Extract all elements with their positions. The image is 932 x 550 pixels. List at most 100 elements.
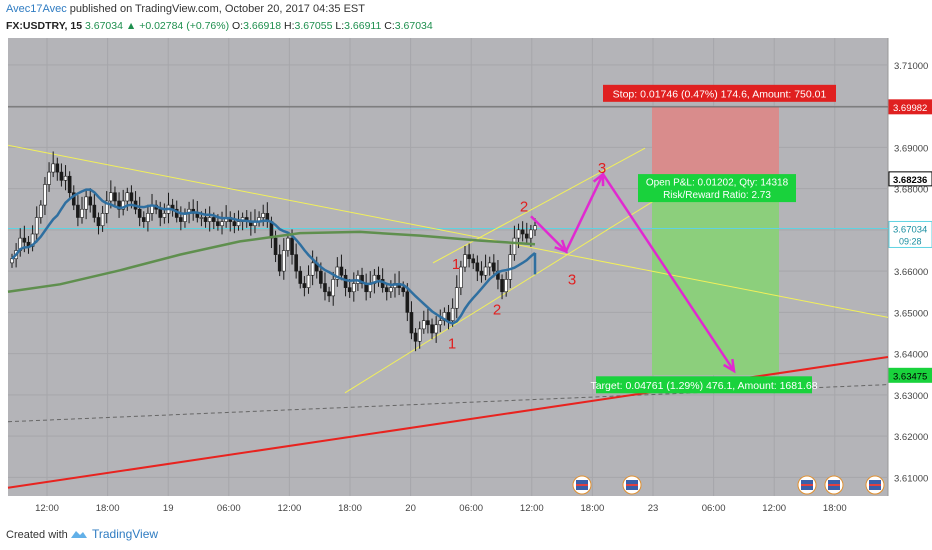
candle-body <box>67 175 72 194</box>
candle-body <box>261 213 266 218</box>
price-marker-label: 3.63475 <box>893 371 927 382</box>
candle-body <box>323 283 327 293</box>
candle-body <box>220 221 224 227</box>
symbol-label[interactable]: FX:USDTRY, 15 <box>6 20 83 32</box>
y-tick-label: 3.64000 <box>894 350 928 361</box>
candle-body <box>360 274 364 284</box>
price-marker: 3.63475 <box>888 367 932 383</box>
candle-body <box>310 262 315 276</box>
candle-body <box>335 266 340 280</box>
candle-body <box>22 237 27 243</box>
x-tick-label: 12:00 <box>520 503 544 514</box>
brand-label: TradingView <box>92 527 159 541</box>
candle-body <box>281 250 286 272</box>
y-tick-label: 3.61000 <box>894 473 928 484</box>
up-arrow-icon: ▲ <box>125 20 137 32</box>
candle-body <box>520 229 525 235</box>
candle-body <box>475 262 480 272</box>
wave-label: 1 <box>452 256 460 273</box>
flag-stripe <box>869 484 881 486</box>
pl-label: Open P&L: 0.01202, Qty: 14318Risk/Reward… <box>638 174 796 203</box>
candle-body <box>352 283 356 293</box>
stop-label-bg <box>603 84 836 102</box>
candle-body <box>471 258 476 264</box>
high-value: 3.67055 <box>294 20 333 32</box>
candle-body <box>504 279 508 293</box>
candle-body <box>216 221 220 227</box>
candle-body <box>483 266 488 276</box>
candle-body <box>236 221 241 227</box>
candle-body <box>129 192 134 202</box>
economic-event-icon <box>622 475 642 495</box>
candle-body <box>146 213 150 222</box>
candle-body <box>71 192 76 206</box>
candle-body <box>450 307 455 321</box>
candle-body <box>319 270 323 284</box>
close-label: C: <box>384 20 395 32</box>
candle-body <box>55 163 60 173</box>
candle-body <box>141 217 146 222</box>
candle-body <box>207 217 212 222</box>
open-value: 3.66918 <box>243 20 282 32</box>
x-tick-label: 18:00 <box>338 503 362 514</box>
candle-body <box>384 287 389 293</box>
stop-zone <box>652 106 779 179</box>
economic-event-icon <box>797 475 817 495</box>
forecast-arrowhead-2 <box>592 171 605 187</box>
x-tick-label: 23 <box>648 503 659 514</box>
candle-body <box>109 192 113 202</box>
pl-label-bg <box>638 174 796 203</box>
candle-body <box>100 213 105 227</box>
price-marker-bg <box>888 367 932 383</box>
candle-body <box>413 332 418 342</box>
candle-body <box>113 192 117 202</box>
candle-body <box>524 233 529 239</box>
author-link[interactable]: Avec17Avec <box>6 3 67 15</box>
price-axis <box>888 38 932 520</box>
candle-body <box>47 171 51 185</box>
candle-body <box>84 196 88 210</box>
candle-body <box>463 254 467 268</box>
candle-body <box>290 237 294 255</box>
candle-body <box>43 184 47 206</box>
candle-body <box>273 237 278 255</box>
candle-body <box>137 208 142 218</box>
candle-body <box>286 237 290 251</box>
low-value: 3.66911 <box>344 20 382 32</box>
x-tick-label: 06:00 <box>217 503 241 514</box>
candle-body <box>158 208 163 218</box>
candle-body <box>92 204 97 218</box>
candle-body <box>492 262 496 272</box>
x-tick-label: 19 <box>163 503 174 514</box>
candle-body <box>39 204 43 218</box>
channel-lower-line <box>344 199 656 394</box>
price-chart[interactable]: 3.710003.700003.690003.680003.670003.660… <box>0 38 932 520</box>
close-value: 3.67034 <box>394 20 433 32</box>
candle-body <box>376 274 381 280</box>
footer: Created with TradingView <box>0 520 932 550</box>
candle-body <box>389 287 393 293</box>
wave-label: 3 <box>598 160 606 177</box>
candle-body <box>125 192 130 202</box>
candle-body <box>59 171 64 181</box>
price-marker: 3.69982 <box>888 99 932 115</box>
price-marker: 3.68236 <box>888 171 932 187</box>
candle-body <box>417 328 422 342</box>
candle-body <box>179 217 183 222</box>
candle-body <box>508 254 513 280</box>
candle-body <box>454 287 459 309</box>
wave-label: 3 <box>568 271 576 288</box>
forecast-path <box>530 171 736 372</box>
pl-label-text: Open P&L: 0.01202, Qty: 14318 <box>646 178 789 189</box>
tradingview-link[interactable]: TradingView <box>70 527 158 541</box>
forecast-arrowhead-1 <box>554 239 569 254</box>
candle-body <box>211 217 216 222</box>
price-marker-sublabel: 09:28 <box>899 236 922 246</box>
price-marker-label: 3.67034 <box>893 224 927 235</box>
x-tick-label: 06:00 <box>702 503 726 514</box>
wave-label: 2 <box>520 198 528 215</box>
x-tick-label: 06:00 <box>459 503 483 514</box>
price-marker-bg <box>888 171 932 187</box>
candle-body <box>80 208 84 218</box>
